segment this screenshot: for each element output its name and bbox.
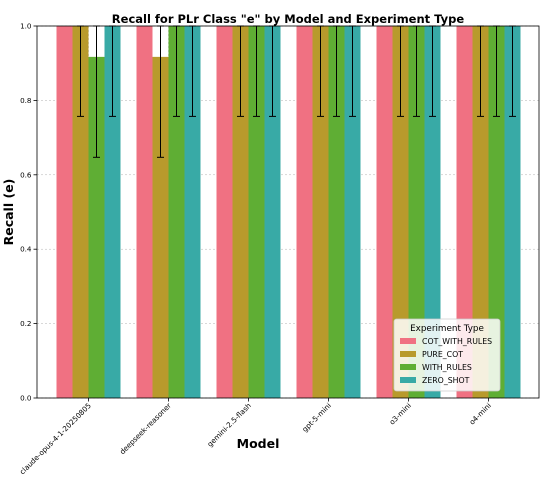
bar-cot-with-rules-0 — [56, 26, 73, 398]
bar-pure-cot-1 — [152, 56, 169, 398]
legend-box — [393, 318, 501, 392]
legend-swatch — [400, 377, 416, 383]
plot-frame — [36, 25, 540, 399]
y-tick-label: 0.0 — [20, 394, 32, 403]
bar-zero-shot-4 — [424, 26, 441, 398]
y-tick-label: 0.6 — [20, 170, 32, 179]
legend-swatch — [400, 364, 416, 370]
y-axis-label: Recall (e) — [1, 179, 16, 246]
bar-cot-with-rules-4 — [376, 26, 393, 398]
bar-zero-shot-1 — [184, 26, 201, 398]
bar-with-rules-4 — [408, 26, 425, 398]
bar-with-rules-1 — [168, 26, 185, 398]
bar-zero-shot-5 — [504, 26, 521, 398]
bar-pure-cot-4 — [392, 26, 409, 398]
legend-swatch — [400, 338, 416, 344]
bar-pure-cot-3 — [312, 26, 329, 398]
bar-cot-with-rules-1 — [136, 26, 153, 398]
y-tick-label: 0.8 — [20, 96, 32, 105]
bar-with-rules-5 — [488, 26, 505, 398]
legend: Experiment Type COT_WITH_RULES PURE_COT WIT… — [393, 318, 501, 392]
bar-with-rules-2 — [248, 26, 265, 398]
bar-zero-shot-2 — [264, 26, 281, 398]
bars-group — [56, 26, 521, 398]
legend-title: Experiment Type — [410, 324, 484, 334]
chart-title: Recall for PLr Class "e" by Model and Ex… — [112, 12, 465, 26]
legend-label: COT_WITH_RULES — [422, 337, 492, 346]
legend-label: PURE_COT — [422, 350, 463, 359]
legend-swatch — [400, 351, 416, 357]
bar-cot-with-rules-5 — [456, 26, 473, 398]
y-tick-label: 1.0 — [20, 22, 32, 31]
bar-with-rules-3 — [328, 26, 345, 398]
bar-cot-with-rules-3 — [296, 26, 313, 398]
bar-zero-shot-0 — [104, 26, 121, 398]
y-axis-ticks: 0.0 0.2 0.4 0.6 0.8 1.0 — [20, 22, 37, 403]
bar-with-rules-0 — [88, 56, 105, 398]
bar-pure-cot-5 — [472, 26, 489, 398]
bar-zero-shot-3 — [344, 26, 361, 398]
legend-label: WITH_RULES — [422, 363, 472, 372]
x-axis-label: Model — [237, 436, 280, 451]
y-tick-label: 0.4 — [20, 245, 32, 254]
bar-pure-cot-0 — [72, 26, 89, 398]
bar-pure-cot-2 — [232, 26, 249, 398]
y-tick-label: 0.2 — [20, 319, 31, 328]
legend-label: ZERO_SHOT — [422, 376, 470, 385]
bar-cot-with-rules-2 — [216, 26, 233, 398]
